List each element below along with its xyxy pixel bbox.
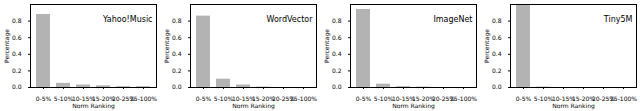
svg-text:0-5%: 0-5%: [356, 95, 372, 102]
svg-text:Percentage: Percentage: [163, 29, 171, 63]
svg-text:Norm Ranking: Norm Ranking: [232, 102, 275, 110]
svg-text:5-10%: 5-10%: [54, 95, 74, 102]
svg-text:20-25%: 20-25%: [111, 94, 136, 102]
svg-text:25-100%: 25-100%: [610, 95, 637, 102]
svg-text:0.4: 0.4: [332, 50, 342, 57]
svg-text:0.2: 0.2: [492, 67, 502, 74]
svg-text:5-10%: 5-10%: [374, 95, 394, 102]
svg-text:0.6: 0.6: [172, 34, 182, 41]
svg-text:Norm Ranking: Norm Ranking: [72, 102, 115, 110]
svg-text:Percentage: Percentage: [3, 29, 11, 63]
svg-text:Percentage: Percentage: [323, 29, 331, 63]
svg-text:0.0: 0.0: [12, 83, 22, 90]
svg-text:0.4: 0.4: [492, 50, 502, 57]
svg-text:Norm Ranking: Norm Ranking: [552, 102, 595, 110]
svg-text:0.0: 0.0: [332, 83, 342, 90]
svg-text:0-5%: 0-5%: [36, 95, 52, 102]
svg-text:0.8: 0.8: [492, 17, 502, 24]
svg-text:Norm Ranking: Norm Ranking: [392, 102, 435, 110]
svg-text:5-10%: 5-10%: [534, 95, 554, 102]
svg-text:Percentage: Percentage: [483, 29, 491, 63]
svg-text:0.6: 0.6: [332, 34, 342, 41]
svg-text:0.4: 0.4: [12, 50, 22, 57]
svg-text:0.0: 0.0: [492, 83, 502, 90]
svg-text:0.6: 0.6: [12, 34, 22, 41]
svg-text:0.2: 0.2: [12, 67, 22, 74]
svg-text:0.0: 0.0: [172, 83, 182, 90]
svg-text:WordVector: WordVector: [266, 15, 313, 24]
svg-text:0-5%: 0-5%: [196, 95, 212, 102]
svg-text:0.2: 0.2: [172, 67, 182, 74]
svg-text:0.2: 0.2: [332, 67, 342, 74]
svg-text:0.8: 0.8: [12, 17, 22, 24]
svg-text:0-5%: 0-5%: [516, 95, 532, 102]
svg-text:25-100%: 25-100%: [450, 95, 477, 102]
svg-text:25-100%: 25-100%: [130, 95, 157, 102]
svg-text:Tiny5M: Tiny5M: [603, 15, 633, 24]
svg-text:0.8: 0.8: [332, 17, 342, 24]
svg-text:20-25%: 20-25%: [271, 94, 296, 102]
svg-text:0.6: 0.6: [492, 34, 502, 41]
svg-text:5-10%: 5-10%: [214, 95, 234, 102]
svg-text:0.4: 0.4: [172, 50, 182, 57]
svg-text:20-25%: 20-25%: [431, 94, 456, 102]
svg-text:20-25%: 20-25%: [591, 94, 616, 102]
svg-text:Yahoo!Music: Yahoo!Music: [102, 15, 153, 24]
svg-text:0.8: 0.8: [172, 17, 182, 24]
svg-text:ImageNet: ImageNet: [433, 15, 472, 24]
svg-text:25-100%: 25-100%: [290, 95, 317, 102]
